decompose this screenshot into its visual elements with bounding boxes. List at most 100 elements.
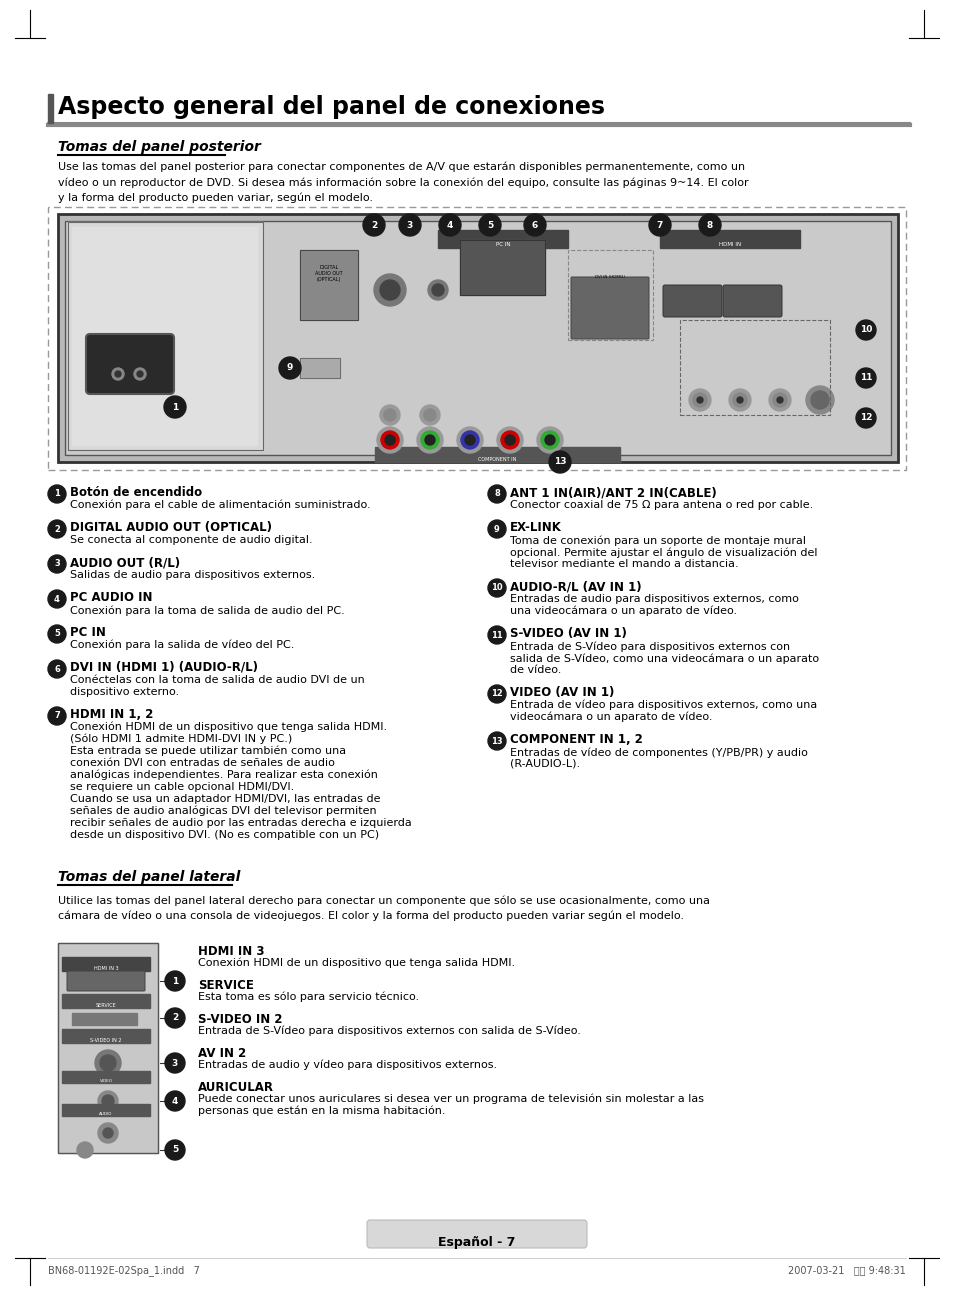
Bar bbox=[65, 221, 890, 455]
Bar bbox=[62, 1104, 150, 1115]
Bar bbox=[299, 358, 339, 378]
Text: AUDIO-R/L (AV IN 1): AUDIO-R/L (AV IN 1) bbox=[510, 580, 641, 593]
Circle shape bbox=[728, 389, 750, 411]
Bar bbox=[58, 214, 897, 462]
Circle shape bbox=[772, 393, 786, 408]
Bar bbox=[58, 943, 158, 1153]
Circle shape bbox=[363, 214, 385, 236]
Circle shape bbox=[165, 1008, 185, 1027]
FancyBboxPatch shape bbox=[67, 970, 145, 991]
Text: dispositivo externo.: dispositivo externo. bbox=[70, 687, 179, 697]
Text: Se conecta al componente de audio digital.: Se conecta al componente de audio digita… bbox=[70, 534, 313, 545]
Bar bbox=[299, 250, 357, 320]
Text: 6: 6 bbox=[54, 665, 60, 673]
Text: AUDIO OUT (R/L): AUDIO OUT (R/L) bbox=[70, 556, 180, 569]
Text: 11: 11 bbox=[491, 630, 502, 639]
Circle shape bbox=[48, 520, 66, 538]
Bar bbox=[62, 1071, 150, 1083]
Bar bbox=[459, 239, 544, 295]
Text: ANT 1 IN(AIR)/ANT 2 IN(CABLE): ANT 1 IN(AIR)/ANT 2 IN(CABLE) bbox=[510, 487, 716, 499]
Text: AUDIO: AUDIO bbox=[99, 1112, 112, 1115]
Text: 9: 9 bbox=[287, 364, 293, 373]
Bar bbox=[437, 230, 567, 248]
Text: 12: 12 bbox=[859, 414, 871, 423]
Circle shape bbox=[48, 707, 66, 725]
Circle shape bbox=[165, 1053, 185, 1073]
Text: 5: 5 bbox=[54, 629, 60, 638]
Bar bbox=[62, 958, 150, 970]
Text: Entradas de vídeo de componentes (Y/PB/PR) y audio: Entradas de vídeo de componentes (Y/PB/P… bbox=[510, 747, 807, 757]
Text: se requiere un cable opcional HDMI/DVI.: se requiere un cable opcional HDMI/DVI. bbox=[70, 782, 294, 792]
Circle shape bbox=[478, 214, 500, 236]
Circle shape bbox=[438, 214, 460, 236]
Text: VIDEO: VIDEO bbox=[99, 1079, 112, 1083]
Text: Puede conectar unos auriculares si desea ver un programa de televisión sin moles: Puede conectar unos auriculares si desea… bbox=[198, 1093, 703, 1105]
Text: 7: 7 bbox=[54, 712, 60, 721]
Circle shape bbox=[48, 590, 66, 608]
Text: una videocámara o un aparato de vídeo.: una videocámara o un aparato de vídeo. bbox=[510, 606, 737, 616]
Text: 3: 3 bbox=[406, 220, 413, 229]
Circle shape bbox=[384, 409, 395, 421]
Circle shape bbox=[98, 1091, 118, 1112]
Text: Conexión para la salida de vídeo del PC.: Conexión para la salida de vídeo del PC. bbox=[70, 641, 294, 651]
Circle shape bbox=[48, 485, 66, 503]
Text: Entrada de S-Vídeo para dispositivos externos con salida de S-Vídeo.: Entrada de S-Vídeo para dispositivos ext… bbox=[198, 1026, 580, 1036]
Circle shape bbox=[497, 427, 522, 453]
Text: Entradas de audio y vídeo para dispositivos externos.: Entradas de audio y vídeo para dispositi… bbox=[198, 1060, 497, 1070]
Circle shape bbox=[165, 1140, 185, 1159]
Text: (R-AUDIO-L).: (R-AUDIO-L). bbox=[510, 760, 579, 769]
Circle shape bbox=[102, 1095, 113, 1106]
Circle shape bbox=[423, 409, 436, 421]
Text: opcional. Permite ajustar el ángulo de visualización del: opcional. Permite ajustar el ángulo de v… bbox=[510, 547, 817, 558]
Text: desde un dispositivo DVI. (No es compatible con un PC): desde un dispositivo DVI. (No es compati… bbox=[70, 829, 378, 840]
Text: S-VIDEO IN 2: S-VIDEO IN 2 bbox=[91, 1038, 122, 1043]
Circle shape bbox=[398, 214, 420, 236]
Circle shape bbox=[488, 485, 505, 503]
Text: 5: 5 bbox=[486, 220, 493, 229]
Text: DVI IN (HDMI 1) (AUDIO-R/L): DVI IN (HDMI 1) (AUDIO-R/L) bbox=[70, 661, 257, 674]
Text: Conexión HDMI de un dispositivo que tenga salida HDMI.: Conexión HDMI de un dispositivo que teng… bbox=[70, 722, 387, 732]
Circle shape bbox=[278, 357, 301, 379]
Text: conexión DVI con entradas de señales de audio: conexión DVI con entradas de señales de … bbox=[70, 758, 335, 769]
Circle shape bbox=[137, 371, 143, 377]
Circle shape bbox=[523, 214, 545, 236]
Circle shape bbox=[697, 397, 702, 402]
Circle shape bbox=[48, 625, 66, 643]
Text: EX-LINK: EX-LINK bbox=[510, 521, 561, 534]
Bar bbox=[68, 223, 263, 450]
Text: Entrada de S-Vídeo para dispositivos externos con: Entrada de S-Vídeo para dispositivos ext… bbox=[510, 641, 789, 651]
Text: Esta entrada se puede utilizar también como una: Esta entrada se puede utilizar también c… bbox=[70, 747, 346, 757]
Text: 2: 2 bbox=[371, 220, 376, 229]
Text: 11: 11 bbox=[859, 374, 871, 383]
Text: Conector coaxial de 75 Ω para antena o red por cable.: Conector coaxial de 75 Ω para antena o r… bbox=[510, 499, 812, 510]
Circle shape bbox=[380, 431, 398, 449]
Circle shape bbox=[692, 393, 706, 408]
Text: 1: 1 bbox=[172, 402, 178, 411]
Circle shape bbox=[488, 732, 505, 751]
Bar bbox=[299, 358, 339, 378]
Circle shape bbox=[548, 452, 571, 474]
Bar bbox=[459, 239, 544, 295]
Text: DIGITAL
AUDIO OUT
(OPTICAL): DIGITAL AUDIO OUT (OPTICAL) bbox=[314, 265, 342, 282]
FancyBboxPatch shape bbox=[662, 285, 721, 317]
Bar bbox=[299, 250, 357, 320]
Text: AURICULAR: AURICULAR bbox=[198, 1080, 274, 1093]
Text: Botón de encendido: Botón de encendido bbox=[70, 487, 202, 499]
Text: Utilice las tomas del panel lateral derecho para conectar un componente que sólo: Utilice las tomas del panel lateral dere… bbox=[58, 895, 709, 920]
Circle shape bbox=[460, 431, 478, 449]
Text: Conexión HDMI de un dispositivo que tenga salida HDMI.: Conexión HDMI de un dispositivo que teng… bbox=[198, 958, 515, 968]
FancyBboxPatch shape bbox=[722, 285, 781, 317]
Circle shape bbox=[103, 1128, 112, 1137]
Circle shape bbox=[379, 280, 399, 300]
Circle shape bbox=[100, 1055, 116, 1071]
Circle shape bbox=[385, 435, 395, 445]
Text: 6: 6 bbox=[532, 220, 537, 229]
Circle shape bbox=[428, 280, 448, 300]
Text: televisor mediante el mando a distancia.: televisor mediante el mando a distancia. bbox=[510, 559, 738, 569]
Text: personas que están en la misma habitación.: personas que están en la misma habitació… bbox=[198, 1106, 445, 1117]
Circle shape bbox=[855, 367, 875, 388]
Circle shape bbox=[432, 283, 443, 296]
Text: Entradas de audio para dispositivos externos, como: Entradas de audio para dispositivos exte… bbox=[510, 594, 798, 604]
Bar bbox=[62, 1029, 150, 1043]
Text: Toma de conexión para un soporte de montaje mural: Toma de conexión para un soporte de mont… bbox=[510, 534, 805, 546]
